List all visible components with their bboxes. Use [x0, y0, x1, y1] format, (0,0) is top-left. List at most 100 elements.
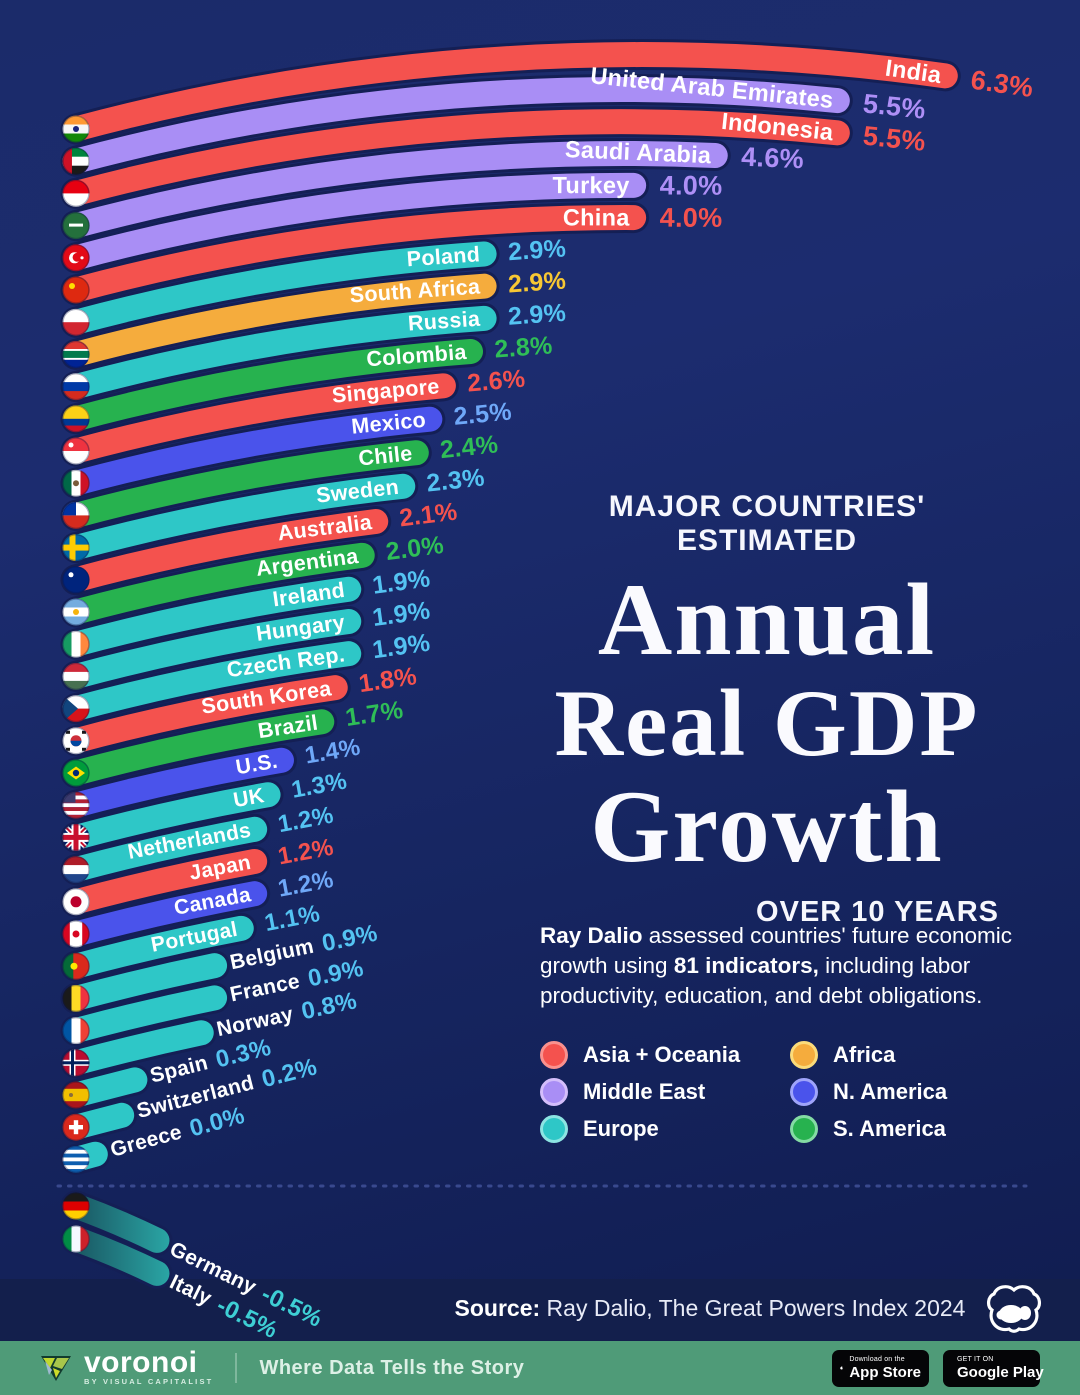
value-label-japan: 1.2%: [276, 834, 336, 871]
flag-ring-south-africa: [62, 340, 90, 369]
flag-ring-germany: [62, 1192, 90, 1220]
flag-ring-russia: [62, 372, 90, 401]
value-label-colombia: 2.8%: [493, 331, 553, 363]
flag-ring-netherlands: [62, 855, 90, 884]
bar-czech-rep: [63, 641, 362, 722]
flag-ring-argentina: [62, 598, 90, 626]
flag-ring-italy: [62, 1225, 90, 1253]
country-label-russia: Russia: [407, 307, 482, 336]
flag-ring-indonesia: [62, 179, 90, 208]
voronoi-wordmark: voronoi: [84, 1346, 198, 1379]
flag-icon-argentina: [62, 598, 90, 626]
flag-icon-russia: [62, 373, 90, 401]
country-label-turkey: Turkey: [552, 172, 629, 198]
value-label-australia: 2.1%: [398, 498, 459, 533]
voronoi-logo-icon: [41, 1356, 71, 1381]
value-label-brazil: 1.7%: [343, 696, 405, 732]
flag-icon-china: [62, 276, 90, 304]
flag-icon-norway: [62, 1049, 90, 1077]
flag-icon-singapore: [62, 437, 90, 465]
source-value: Ray Dalio, The Great Powers Index 2024: [540, 1295, 966, 1321]
legend-label-n_america: N. America: [833, 1078, 948, 1104]
flag-icon-germany: [62, 1192, 90, 1220]
flag-ring-china: [62, 276, 90, 304]
flag-ring-belgium: [62, 984, 90, 1013]
bar-argentina: [63, 542, 375, 625]
value-label-indonesia: 5.5%: [862, 121, 928, 157]
legend-label-asia_oceania: Asia + Oceania: [583, 1041, 741, 1067]
flag-ring-switzerland: [62, 1113, 90, 1141]
source-band: [0, 1279, 1080, 1341]
value-label-south-korea: 1.8%: [357, 662, 419, 698]
value-label-united-arab-emirates: 5.5%: [862, 88, 928, 124]
title-line-3: Growth: [590, 770, 944, 884]
legend-item-africa: Africa: [790, 1040, 1010, 1069]
legend-label-s_america: S. America: [833, 1115, 946, 1141]
flag-icon-poland: [62, 308, 90, 336]
value-label-south-africa: 2.9%: [507, 267, 567, 299]
app-store-badge-top: Download on the: [849, 1356, 905, 1363]
bar-south-korea: [63, 675, 348, 754]
flag-ring-france: [62, 1016, 90, 1045]
bar-brazil: [63, 709, 335, 786]
legend-dot-n_america: [790, 1077, 818, 1106]
country-label-saudi-arabia: Saudi Arabia: [564, 136, 712, 168]
flag-icon-greece: [62, 1145, 90, 1173]
flag-icon-japan: [62, 888, 90, 916]
flag-icon-u-s: [62, 791, 90, 819]
footer-tagline: Where Data Tells the Story: [259, 1356, 525, 1379]
footer-divider: [235, 1353, 238, 1383]
legend-dot-africa: [790, 1040, 818, 1069]
flag-icon-switzerland: [62, 1113, 90, 1141]
flag-ring-sweden: [62, 533, 90, 562]
flag-icon-australia: [62, 566, 90, 594]
legend-item-s_america: S. America: [790, 1114, 1010, 1143]
google-play-badge[interactable]: GET IT ON Google Play: [943, 1349, 1044, 1387]
legend-label-middle_east: Middle East: [583, 1078, 706, 1104]
bar-label-group-japan: Japan 1.2%: [187, 834, 336, 885]
flag-icon-mexico: [62, 469, 90, 497]
bar-singapore: [63, 373, 456, 464]
bar-hungary: [63, 608, 362, 689]
legend-dot-middle_east: [540, 1077, 568, 1106]
flag-ring-canada: [62, 920, 90, 948]
source-line: Source: Ray Dalio, The Great Powers Inde…: [430, 1295, 990, 1322]
app-store-badge[interactable]: Download on the App Store: [832, 1349, 929, 1387]
value-label-poland: 2.9%: [507, 234, 567, 266]
flag-ring-hungary: [62, 662, 90, 691]
legend-item-europe: Europe: [540, 1114, 790, 1143]
value-label-ireland: 1.9%: [371, 564, 432, 600]
flag-icon-uk: [62, 823, 90, 851]
legend-dot-asia_oceania: [540, 1040, 568, 1069]
publisher-logo-icon: [987, 1285, 1041, 1333]
flag-icon-portugal: [62, 952, 90, 980]
flag-ring-chile: [62, 501, 90, 530]
flag-icon-spain: [62, 1081, 90, 1109]
bar-label-group-turkey: Turkey 4.0%: [552, 170, 722, 200]
flag-ring-norway: [62, 1049, 90, 1077]
flag-icon-france: [62, 1017, 90, 1045]
legend-item-middle_east: Middle East: [540, 1077, 790, 1106]
legend-label-africa: Africa: [833, 1041, 896, 1067]
value-label-sweden: 2.3%: [425, 463, 486, 497]
description-bold-indicators: 81 indicators,: [673, 953, 819, 979]
google-play-badge-top: GET IT ON: [957, 1356, 994, 1363]
bar-label-group-china: China 4.0%: [563, 203, 723, 233]
value-label-china: 4.0%: [660, 203, 723, 233]
bar-sweden: [63, 473, 416, 561]
legend-label-europe: Europe: [583, 1115, 659, 1141]
flag-ring-singapore: [62, 437, 90, 465]
flag-icon-czech-rep: [62, 695, 90, 723]
title-line-2: Real GDP: [554, 670, 980, 776]
description-paragraph: Ray Dalio assessed countries' future eco…: [540, 921, 1014, 1011]
value-label-netherlands: 1.2%: [276, 802, 336, 839]
value-label-canada: 1.2%: [276, 866, 336, 903]
bar-china: [63, 205, 647, 303]
voronoi-brand: voronoi BY VISUAL CAPITALIST: [38, 1346, 213, 1386]
legend-item-n_america: N. America: [790, 1077, 1010, 1106]
bar-united-arab-emirates: [63, 76, 850, 174]
description-text-2: including labor productivity, education,…: [540, 953, 983, 1009]
apple-icon: [840, 1366, 844, 1370]
